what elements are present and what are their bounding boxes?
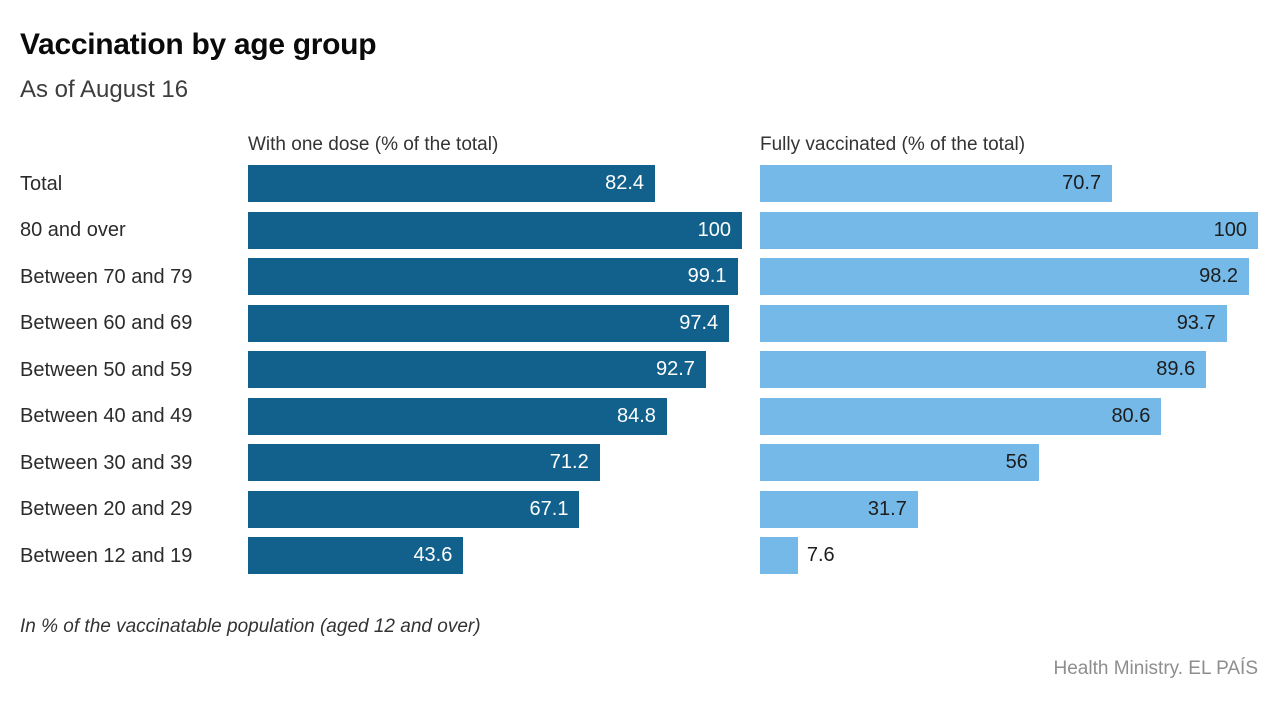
one-dose-bar: 99.1 bbox=[248, 258, 738, 296]
one-dose-bar: 92.7 bbox=[248, 351, 706, 389]
page-subtitle: As of August 16 bbox=[20, 76, 189, 103]
category-label: Between 70 and 79 bbox=[20, 265, 193, 288]
fully-vaccinated-bar bbox=[760, 537, 798, 575]
category-label: Between 20 and 29 bbox=[20, 498, 193, 521]
one-dose-panel: 100 bbox=[248, 211, 742, 249]
bar-value-label: 84.8 bbox=[616, 404, 656, 427]
one-dose-panel: 71.2 bbox=[248, 444, 742, 482]
fully-vaccinated-panel: 100 bbox=[760, 211, 1258, 249]
category-label: Between 50 and 59 bbox=[20, 358, 193, 381]
fully-vaccinated-bar: 56 bbox=[760, 444, 1039, 482]
bar-value-label: 97.4 bbox=[679, 311, 719, 334]
one-dose-panel: 67.1 bbox=[248, 490, 742, 528]
fully-vaccinated-bar: 80.6 bbox=[760, 397, 1162, 435]
one-dose-panel: 43.6 bbox=[248, 537, 742, 575]
one-dose-bar: 82.4 bbox=[248, 165, 656, 203]
fully-vaccinated-panel: 70.7 bbox=[760, 165, 1258, 203]
fully-vaccinated-bar: 100 bbox=[760, 211, 1258, 249]
one-dose-bar: 71.2 bbox=[248, 444, 600, 482]
chart-row: Between 20 and 29 67.1 31.7 bbox=[20, 490, 1258, 528]
category-label: Between 40 and 49 bbox=[20, 405, 193, 428]
one-dose-bar: 100 bbox=[248, 211, 742, 249]
category-label: Between 60 and 69 bbox=[20, 312, 193, 335]
bar-value-label: 89.6 bbox=[1156, 358, 1196, 381]
source-credit: Health Ministry. EL PAÍS bbox=[1053, 658, 1259, 679]
footnote: In % of the vaccinatable population (age… bbox=[20, 616, 481, 638]
one-dose-bar: 84.8 bbox=[248, 397, 667, 435]
fully-vaccinated-panel: 31.7 bbox=[760, 490, 1258, 528]
bar-value-label: 100 bbox=[697, 218, 731, 241]
one-dose-bar: 43.6 bbox=[248, 537, 464, 575]
one-dose-panel: 82.4 bbox=[248, 165, 742, 203]
chart-row: Between 60 and 69 97.4 93.7 bbox=[20, 304, 1258, 342]
one-dose-panel: 92.7 bbox=[248, 351, 742, 389]
bar-value-label: 70.7 bbox=[1062, 172, 1102, 195]
bar-value-label: 100 bbox=[1213, 218, 1247, 241]
bar-value-label: 93.7 bbox=[1176, 311, 1216, 334]
fully-vaccinated-panel: 56 bbox=[760, 444, 1258, 482]
chart-row: Between 30 and 39 71.2 56 bbox=[20, 444, 1258, 482]
category-label: Total bbox=[20, 172, 63, 195]
category-label: Between 30 and 39 bbox=[20, 451, 193, 474]
fully-vaccinated-bar: 98.2 bbox=[760, 258, 1250, 296]
fully-vaccinated-panel: 7.6 bbox=[760, 537, 1258, 575]
bar-value-label: 71.2 bbox=[549, 451, 589, 474]
chart-row: Between 50 and 59 92.7 89.6 bbox=[20, 351, 1258, 389]
column-headers: With one dose (% of the total) Fully vac… bbox=[20, 134, 1258, 156]
bar-value-label: 56 bbox=[1005, 451, 1028, 474]
fully-vaccinated-bar: 89.6 bbox=[760, 351, 1207, 389]
fully-vaccinated-bar: 70.7 bbox=[760, 165, 1113, 203]
one-dose-panel: 97.4 bbox=[248, 304, 742, 342]
one-dose-panel: 99.1 bbox=[248, 258, 742, 296]
bar-value-label: 99.1 bbox=[687, 265, 727, 288]
chart-row: 80 and over 100 100 bbox=[20, 211, 1258, 249]
bar-value-label: 98.2 bbox=[1199, 265, 1239, 288]
bar-value-label: 82.4 bbox=[605, 172, 645, 195]
bar-value-label: 7.6 bbox=[806, 544, 835, 567]
one-dose-bar: 97.4 bbox=[248, 304, 730, 342]
page-title: Vaccination by age group bbox=[20, 28, 377, 61]
fully-vaccinated-bar: 31.7 bbox=[760, 490, 918, 528]
chart-row: Between 70 and 79 99.1 98.2 bbox=[20, 258, 1258, 296]
chart-row: Total 82.4 70.7 bbox=[20, 165, 1258, 203]
fully-vaccinated-panel: 93.7 bbox=[760, 304, 1258, 342]
fully-vaccinated-column-header: Fully vaccinated (% of the total) bbox=[760, 134, 1026, 156]
fully-vaccinated-panel: 80.6 bbox=[760, 397, 1258, 435]
one-dose-bar: 67.1 bbox=[248, 490, 580, 528]
bar-chart: Total 82.4 70.7 80 and over 100 100 Between 70… bbox=[20, 165, 1258, 575]
fully-vaccinated-bar: 93.7 bbox=[760, 304, 1227, 342]
chart-row: Between 12 and 19 43.6 7.6 bbox=[20, 537, 1258, 575]
fully-vaccinated-panel: 98.2 bbox=[760, 258, 1258, 296]
bar-value-label: 31.7 bbox=[867, 497, 907, 520]
bar-value-label: 92.7 bbox=[656, 358, 695, 381]
bar-value-label: 67.1 bbox=[529, 497, 569, 520]
category-label: Between 12 and 19 bbox=[20, 544, 193, 567]
bar-value-label: 43.6 bbox=[413, 544, 453, 567]
one-dose-panel: 84.8 bbox=[248, 397, 742, 435]
bar-value-label: 80.6 bbox=[1111, 404, 1151, 427]
fully-vaccinated-panel: 89.6 bbox=[760, 351, 1258, 389]
chart-row: Between 40 and 49 84.8 80.6 bbox=[20, 397, 1258, 435]
one-dose-column-header: With one dose (% of the total) bbox=[248, 134, 499, 156]
category-label: 80 and over bbox=[20, 219, 126, 242]
